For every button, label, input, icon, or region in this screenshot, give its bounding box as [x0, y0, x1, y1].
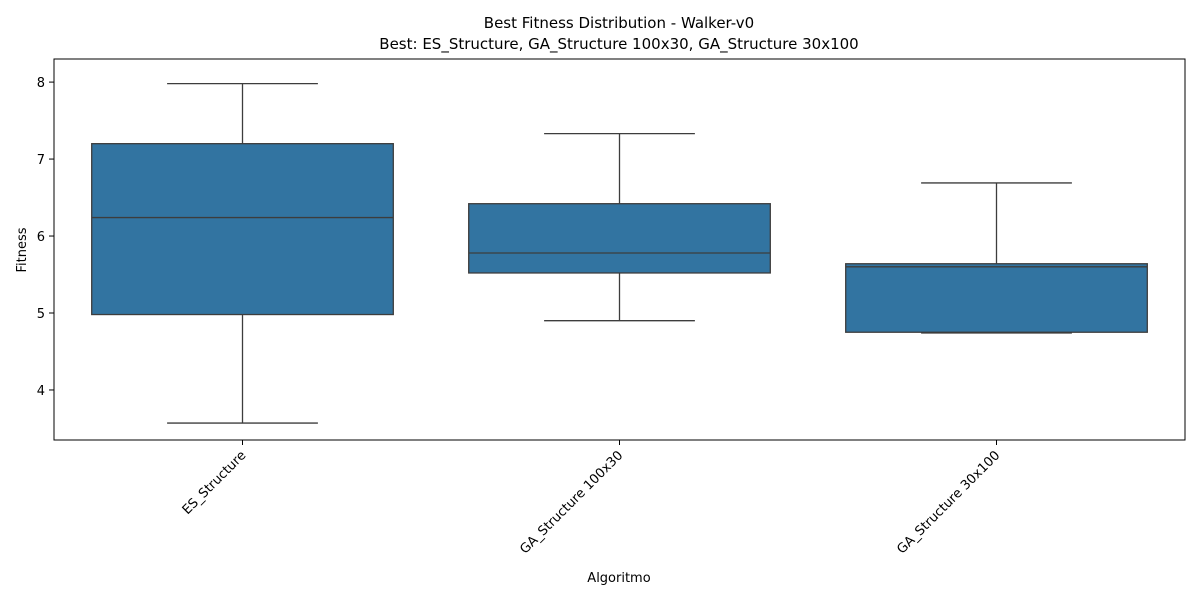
y-tick-label: 8 — [37, 76, 45, 91]
boxes-layer — [91, 82, 1148, 424]
y-axis: 4 5 6 7 8 — [37, 76, 54, 399]
iqr-box — [845, 263, 1148, 333]
chart-subtitle: Best: ES_Structure, GA_Structure 100x30,… — [379, 35, 858, 54]
y-tick-label: 6 — [37, 230, 45, 245]
box-group-es-structure — [91, 82, 394, 424]
y-tick-label: 7 — [37, 153, 45, 168]
y-tick-label: 5 — [37, 307, 45, 322]
iqr-box — [91, 143, 394, 316]
plot-area-frame — [53, 58, 1186, 441]
box-group-ga-structure-100x30 — [468, 133, 771, 322]
box-group-ga-structure-30x100 — [845, 182, 1148, 334]
iqr-box — [468, 203, 771, 274]
x-axis-label: Algoritmo — [587, 571, 650, 586]
chart-title: Best Fitness Distribution - Walker-v0 — [484, 14, 754, 32]
y-axis-label: Fitness — [15, 227, 30, 272]
y-tick-label: 4 — [37, 384, 45, 399]
